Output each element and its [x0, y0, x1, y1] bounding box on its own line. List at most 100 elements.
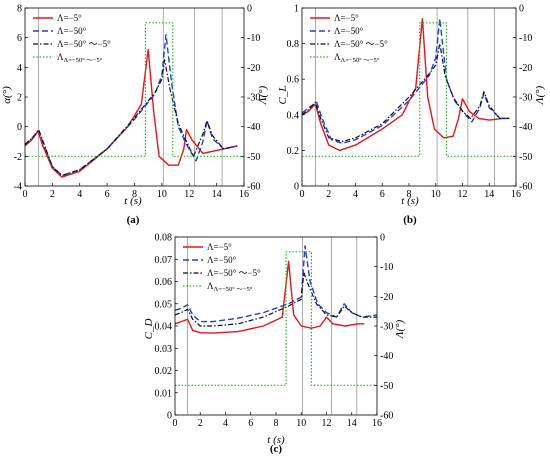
panel-b-rtick-label-2: -20 — [519, 63, 532, 74]
panel-c-xtick-label-1: 2 — [198, 418, 203, 429]
panel-c-ytick-label-1: 0.01 — [155, 388, 173, 399]
panel-c-rtick-label-5: -50 — [380, 381, 393, 392]
panel-a-rtick-label-5: -50 — [247, 152, 260, 163]
panel-b-rtick-label-5: -50 — [519, 152, 532, 163]
panel-a-rtick-label-0: 0 — [247, 4, 252, 15]
panel-a-legend-label-d: ΛΛ=−50° ～−5° — [57, 52, 103, 64]
panel-a-xlabel: t (s) — [124, 195, 142, 207]
panel-a-xtick-label-6: 12 — [184, 189, 194, 200]
panel-c-legend-label-d-sub: Λ=−50° ～−5° — [214, 286, 253, 293]
panel-c-rtick-label-4: -40 — [380, 351, 393, 362]
panel-c-xtick-label-0: 0 — [173, 418, 178, 429]
panel-c-ylabel-right: Λ(°) — [394, 319, 406, 339]
panel-c-rtick-label-3: -30 — [380, 322, 393, 333]
panel-b-ytick-label-2: 0.4 — [287, 110, 300, 121]
panel-b-xtick-label-0: 0 — [300, 189, 305, 200]
panel-b-caption: (b) — [403, 214, 417, 226]
panel-a-legend-label-d-sub: Λ=−50° ～−5° — [64, 57, 103, 64]
panel-a-rtick-label-2: -20 — [247, 63, 260, 74]
panel-a-xtick-label-4: 8 — [132, 189, 137, 200]
panel-a-series-c — [24, 59, 238, 177]
panel-b-legend-label-c: Λ=−50° ～−5° — [334, 39, 388, 49]
panel-c-series-d — [175, 251, 377, 386]
panel-c-xtick-label-7: 14 — [347, 418, 357, 429]
panel-c-legend-label-d: ΛΛ=−50° ～−5° — [207, 281, 253, 293]
panel-a-ytick-label-0: -4 — [14, 182, 22, 193]
panel-c-series-b — [174, 245, 378, 323]
panel-a-ytick-label-3: 2 — [17, 93, 22, 104]
panel-b-xtick-label-5: 10 — [431, 189, 441, 200]
panel-b-xlabel: t (s) — [401, 195, 419, 207]
panel-a-rtick-label-1: -10 — [247, 33, 260, 44]
panel-a-xtick-label-3: 6 — [105, 189, 110, 200]
panel-c-ytick-label-8: 0.08 — [155, 233, 173, 244]
panel-a-ylabel-right: Λ(°) — [257, 85, 269, 105]
panel-b-legend-label-b: Λ=−50° — [334, 26, 364, 36]
panel-b-ytick-label-4: 0.8 — [287, 39, 300, 50]
panel-a-rtick-label-6: -60 — [247, 182, 260, 193]
panel-b-xtick-label-1: 2 — [326, 189, 331, 200]
panel-c-rtick-label-2: -20 — [380, 292, 393, 303]
panel-a-xtick-label-2: 4 — [77, 189, 82, 200]
panel-a-ytick-label-6: 8 — [17, 4, 22, 15]
panel-a-xtick-label-7: 14 — [212, 189, 222, 200]
panel-a-xtick-label-0: 0 — [23, 189, 28, 200]
panel-a-ytick-label-4: 4 — [17, 63, 22, 74]
panel-c-caption: (c) — [270, 443, 283, 455]
panel-c-series-c — [174, 272, 377, 327]
panel-b-series-b — [301, 18, 510, 145]
panel-a-series-b — [24, 34, 238, 177]
panel-b-ytick-label-5: 1 — [294, 4, 299, 15]
panel-b-xtick-label-7: 14 — [484, 189, 494, 200]
panel-a-ytick-label-1: -2 — [14, 152, 22, 163]
panel-c-legend-label-c: Λ=−50° ～−5° — [207, 268, 261, 278]
panel-b-ylabel-left: C_L — [277, 86, 289, 105]
panel-c-rtick-label-6: -60 — [380, 411, 393, 422]
panel-b-legend-label-d-sub: Λ=−50° ～−5° — [341, 57, 380, 64]
panel-c-xtick-label-4: 8 — [274, 418, 279, 429]
panel-b-series-d — [302, 22, 516, 157]
panel-b-xtick-label-6: 12 — [458, 189, 468, 200]
panel-a-legend-label-a: Λ=−5° — [57, 13, 82, 23]
panel-b-rtick-label-0: 0 — [519, 4, 524, 15]
panel-b-series-c — [301, 42, 510, 143]
panel-a-ytick-label-5: 6 — [17, 33, 22, 44]
panel-c-xtick-label-5: 10 — [296, 418, 306, 429]
panel-a-xtick-label-1: 2 — [50, 189, 55, 200]
panel-a-xtick-label-5: 10 — [157, 189, 167, 200]
panel-c-xtick-label-6: 12 — [322, 418, 332, 429]
panel-a-ylabel-left: α(°) — [1, 86, 13, 104]
panel-b-rtick-label-6: -60 — [519, 182, 532, 193]
panel-c-rtick-label-0: 0 — [380, 233, 385, 244]
panel-c-ytick-label-0: 0 — [167, 411, 172, 422]
panel-b-rtick-label-4: -40 — [519, 122, 532, 133]
panel-b-xtick-label-2: 4 — [353, 189, 358, 200]
panel-b-xtick-label-3: 6 — [380, 189, 385, 200]
panel-b-ytick-label-3: 0.6 — [287, 75, 300, 86]
panel-b-legend-label-d: ΛΛ=−50° ～−5° — [334, 52, 380, 64]
panel-c-ytick-label-3: 0.03 — [155, 344, 173, 355]
panel-b-rtick-label-3: -30 — [519, 93, 532, 104]
panel-a-caption: (a) — [127, 214, 140, 226]
panel-a-rtick-label-4: -40 — [247, 122, 260, 133]
panel-c-ytick-label-4: 0.04 — [155, 322, 173, 333]
panel-b-ytick-label-0: 0 — [294, 182, 299, 193]
panel-b-rtick-label-1: -10 — [519, 33, 532, 44]
panel-c-xtick-label-2: 4 — [223, 418, 228, 429]
panel-c: 0 2 4 6 8 10 12 14 16 0 0.01 0.02 0.03 0.04 0.05 0.06 0.… — [143, 233, 406, 456]
panel-c-legend-label-b: Λ=−50° — [207, 255, 237, 265]
panel-b-legend-label-a: Λ=−5° — [334, 13, 359, 23]
panel-a-series-a — [24, 48, 238, 178]
panel-c-xtick-label-8: 16 — [372, 418, 382, 429]
panel-c-legend-label-a: Λ=−5° — [207, 242, 232, 252]
panel-c-ytick-label-6: 0.06 — [155, 277, 173, 288]
panel-b-ylabel-right: Λ(°) — [534, 85, 546, 105]
panel-a-ytick-label-2: 0 — [17, 122, 22, 133]
panel-b-xtick-label-4: 8 — [407, 189, 412, 200]
panel-c-ytick-label-7: 0.07 — [155, 255, 173, 266]
